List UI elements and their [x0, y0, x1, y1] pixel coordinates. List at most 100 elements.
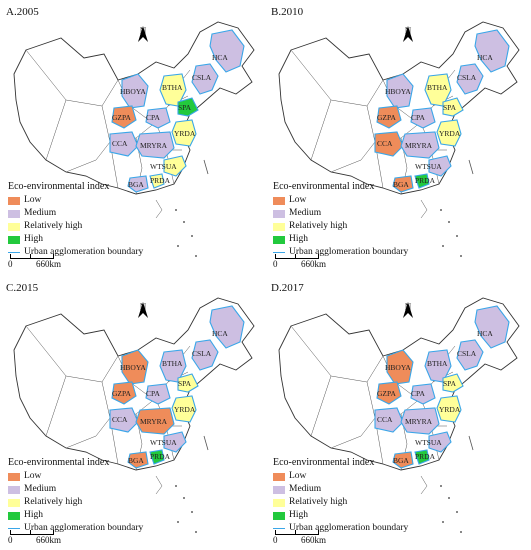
- region-label-cpa: CPA: [146, 389, 160, 398]
- map-panel-b: HCA CSLA HBOYA BTHA SPA GZPA CPA YRDA CCA MRYRA WT…: [267, 2, 529, 272]
- region-label-hca: HCA: [477, 329, 493, 338]
- legend-title: Eco-environmental index: [273, 457, 375, 468]
- province-boundary: [45, 99, 67, 161]
- region-csla: [456, 339, 484, 371]
- region-label-cca: CCA: [377, 415, 393, 424]
- map-panel-a: HCA CSLA HBOYA BTHA SPA GZPA CPA YRDA CCA MRYRA WT…: [2, 2, 264, 272]
- island-marker: [183, 497, 185, 499]
- region-cca: [109, 131, 139, 157]
- legend-item-high: High: [8, 509, 143, 522]
- legend-item-high: High: [8, 233, 143, 246]
- legend-title: Eco-environmental index: [8, 457, 110, 468]
- island-marker: [456, 511, 458, 513]
- region-bga: [127, 175, 149, 193]
- region-label-spa: SPA: [178, 379, 192, 388]
- legend-item-relatively-high: Relatively high: [273, 496, 408, 509]
- north-arrow-icon: N: [401, 26, 415, 54]
- region-label-btha: BTHA: [427, 83, 448, 92]
- region-yrda: [171, 119, 197, 147]
- region-hca: [209, 29, 245, 73]
- region-label-yrda: YRDA: [174, 405, 196, 414]
- region-wtsua: [163, 155, 187, 177]
- scale-bar: 0 660km: [273, 530, 353, 545]
- region-gzpa: [111, 381, 137, 405]
- country-outline: [13, 297, 255, 471]
- legend-item-medium: Medium: [8, 207, 143, 220]
- legend: Eco-environmental index Low Medium Relat…: [8, 456, 143, 535]
- region-mryra: [135, 131, 175, 159]
- region-label-hca: HCA: [212, 329, 228, 338]
- legend: Eco-environmental index Low Medium Relat…: [273, 456, 408, 535]
- north-arrow-icon: N: [401, 302, 415, 330]
- region-label-cpa: CPA: [411, 389, 425, 398]
- region-label-wtsua: WTSUA: [150, 438, 177, 447]
- region-label-bga: BGA: [393, 180, 409, 189]
- hainan-outline: [420, 475, 428, 495]
- legend-item-boundary: Urban agglomeration boundary: [8, 522, 143, 535]
- country-outline: [278, 297, 520, 471]
- region-mryra: [400, 131, 440, 159]
- region-wtsua: [428, 155, 452, 177]
- region-label-mryra: MRYRA: [140, 141, 168, 150]
- province-boundary: [65, 105, 111, 173]
- region-spa: [442, 97, 464, 117]
- island-marker: [195, 255, 197, 257]
- region-label-prda: PRDA: [150, 176, 171, 185]
- region-label-mryra: MRYRA: [140, 417, 168, 426]
- island-marker: [460, 255, 462, 257]
- province-boundary: [310, 99, 332, 161]
- taiwan-outline: [203, 159, 209, 175]
- region-yrda: [436, 395, 462, 423]
- region-prda: [414, 173, 430, 189]
- region-csla: [191, 63, 219, 95]
- region-label-hca: HCA: [477, 53, 493, 62]
- region-label-cca: CCA: [112, 139, 128, 148]
- country-outline: [278, 21, 520, 195]
- province-boundary: [45, 375, 67, 437]
- region-label-cca: CCA: [112, 415, 128, 424]
- province-boundary: [310, 375, 332, 437]
- region-prda: [149, 449, 165, 465]
- region-label-gzpa: GZPA: [377, 389, 396, 398]
- scale-bar: 0 660km: [8, 254, 88, 269]
- island-marker: [175, 485, 177, 487]
- region-bga: [127, 451, 149, 469]
- region-label-yrda: YRDA: [439, 405, 461, 414]
- region-spa: [177, 97, 199, 117]
- china-map-c: HCA CSLA HBOYA BTHA SPA GZPA CPA YRDA CCA MRYRA WT…: [13, 297, 255, 533]
- hainan-outline: [420, 199, 428, 219]
- province-boundary: [25, 49, 119, 107]
- legend: Eco-environmental index Low Medium Relat…: [273, 180, 408, 259]
- province-boundary: [330, 381, 376, 449]
- region-cpa: [410, 383, 436, 405]
- region-label-bga: BGA: [393, 456, 409, 465]
- region-label-hboya: HBOYA: [385, 363, 411, 372]
- region-csla: [456, 63, 484, 95]
- country-outline: [13, 21, 255, 195]
- province-boundary: [25, 325, 119, 383]
- province-boundary: [290, 325, 384, 383]
- region-label-wtsua: WTSUA: [415, 438, 442, 447]
- north-arrow-icon: N: [136, 302, 150, 330]
- region-cca: [374, 131, 404, 157]
- panel-title: B.2010: [271, 6, 304, 18]
- legend-item-relatively-high: Relatively high: [8, 496, 143, 509]
- island-marker: [177, 521, 179, 523]
- region-mryra: [135, 407, 175, 435]
- region-label-btha: BTHA: [162, 83, 183, 92]
- region-label-wtsua: WTSUA: [415, 162, 442, 171]
- region-hboya: [386, 349, 414, 385]
- legend-item-medium: Medium: [273, 207, 408, 220]
- island-marker: [456, 235, 458, 237]
- island-marker: [440, 209, 442, 211]
- region-label-cpa: CPA: [411, 113, 425, 122]
- legend-item-medium: Medium: [8, 483, 143, 496]
- region-label-gzpa: GZPA: [377, 113, 396, 122]
- island-marker: [442, 521, 444, 523]
- legend-item-low: Low: [8, 194, 143, 207]
- region-label-mryra: MRYRA: [405, 417, 433, 426]
- region-label-csla: CSLA: [192, 349, 212, 358]
- china-map-b: HCA CSLA HBOYA BTHA SPA GZPA CPA YRDA CCA MRYRA WT…: [278, 21, 520, 257]
- legend-item-boundary: Urban agglomeration boundary: [273, 246, 408, 259]
- island-marker: [191, 511, 193, 513]
